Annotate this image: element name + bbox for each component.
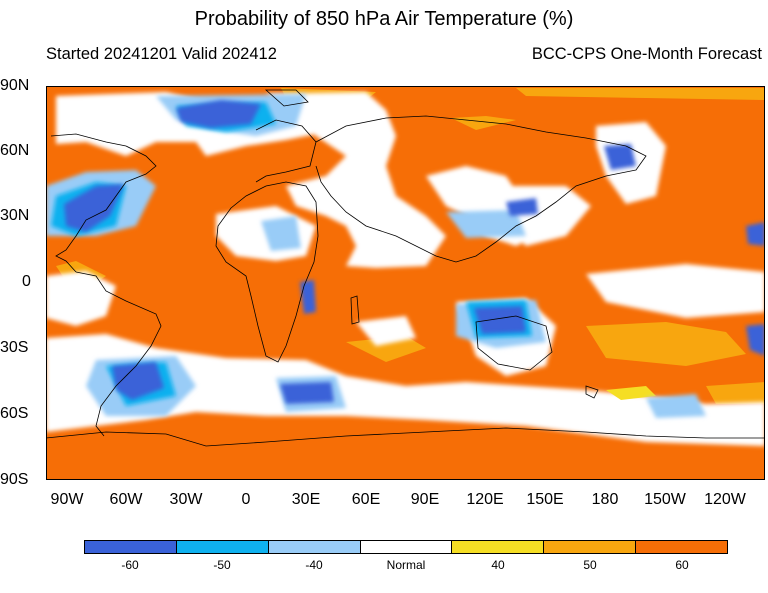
lon-label-60w: 60W	[109, 491, 143, 508]
cold60-areas	[64, 100, 765, 404]
color-legend	[84, 540, 728, 554]
coast-africa	[215, 181, 319, 363]
cold60-east-africa	[300, 280, 316, 314]
warm40-areas	[606, 386, 656, 400]
legend-swatch-cold50	[176, 541, 269, 553]
warm50-arctic-pacific	[516, 88, 765, 100]
legend-label-neg50: -50	[213, 558, 231, 572]
lat-label-90n: 90N	[0, 77, 30, 94]
lon-label-90e: 90E	[410, 491, 440, 508]
legend-label-neg40: -40	[305, 558, 323, 572]
probability-map	[46, 86, 765, 480]
legend-label-60: 60	[675, 558, 689, 572]
lat-label-30n: 30N	[0, 207, 30, 224]
lon-label-120e: 120E	[466, 491, 504, 508]
legend-swatch-warm50	[544, 541, 637, 553]
legend-swatch-cold60	[85, 541, 177, 553]
coast-antarctica	[46, 427, 765, 447]
coast-north-america	[50, 133, 157, 273]
forecast-dates: Started 20241201 Valid 202412	[46, 45, 277, 63]
normal-indian-ocean	[356, 316, 416, 346]
cold40-north-africa	[261, 216, 301, 251]
normal-equatorial-pacific	[586, 264, 765, 318]
legend-swatch-warm40	[452, 541, 545, 553]
lon-label-90w: 90W	[50, 491, 84, 508]
cold60-japan	[506, 198, 538, 216]
lon-label-60e: 60E	[351, 491, 381, 508]
forecast-source: BCC-CPS One-Month Forecast	[531, 45, 762, 63]
legend-swatch-cold40	[268, 541, 361, 553]
lon-label-0: 0	[241, 491, 251, 508]
cold60-north-america	[64, 184, 124, 232]
legend-swatch-normal	[360, 541, 453, 553]
lat-label-90s: 90S	[0, 471, 29, 488]
coast-australia	[475, 315, 553, 371]
warm50-siberia	[451, 116, 516, 130]
cold40-tibet	[446, 210, 526, 238]
coast-europe	[255, 119, 317, 183]
lon-label-30e: 30E	[291, 491, 321, 508]
cold60-southeast-pacific	[746, 324, 765, 356]
lat-label-equator: 0	[22, 273, 31, 290]
lon-label-120w: 120W	[704, 491, 746, 508]
coast-south-america	[75, 271, 162, 437]
cold60-south-america	[112, 362, 164, 400]
chart-title: Probability of 850 hPa Air Temperature (…	[194, 8, 574, 30]
legend-label-normal: Normal	[386, 558, 426, 572]
cold60-north-pacific	[604, 144, 636, 170]
normal-southern-ocean	[46, 334, 765, 446]
lat-label-30s: 30S	[0, 339, 29, 356]
lon-label-150w: 150W	[644, 491, 686, 508]
coast-asia	[315, 115, 647, 263]
normal-tropical-atlantic	[46, 271, 116, 326]
legend-label-neg60: -60	[121, 558, 139, 572]
legend-swatch-warm60	[636, 541, 728, 553]
lon-label-150e: 150E	[526, 491, 564, 508]
warm50-south-pacific	[586, 322, 746, 366]
map-frame	[46, 86, 765, 480]
coast-greenland	[264, 89, 309, 107]
cold60-south-indian	[280, 382, 334, 404]
normal-europe-middle-east	[266, 92, 446, 268]
lon-label-30w: 30W	[169, 491, 203, 508]
lon-label-180: 180	[591, 491, 619, 508]
coastlines	[46, 89, 765, 447]
lat-label-60n: 60N	[0, 142, 30, 159]
warm50-indian-ocean	[346, 336, 426, 362]
cold60-australia	[474, 306, 526, 334]
coast-madagascar	[350, 295, 360, 325]
warm50-antarctic-pacific	[706, 382, 765, 404]
legend-label-50: 50	[583, 558, 597, 572]
warm40-southern-pacific	[606, 386, 656, 400]
legend-label-40: 40	[491, 558, 505, 572]
lat-label-60s: 60S	[0, 405, 29, 422]
cold60-canadian-arctic	[176, 100, 261, 128]
coast-new-zealand	[585, 385, 599, 399]
cold60-east-pacific	[746, 222, 765, 246]
cold40-south-pacific	[646, 394, 706, 418]
